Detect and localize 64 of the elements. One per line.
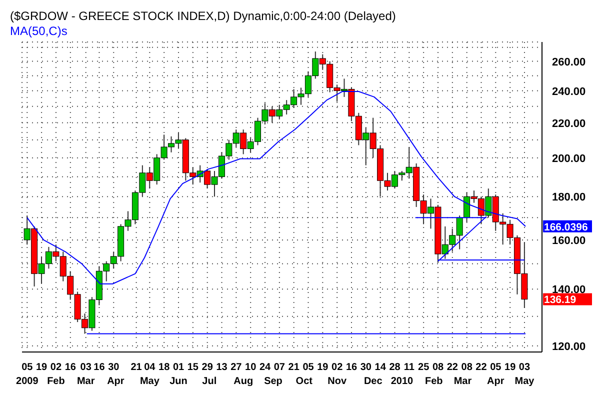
- x2-tick-label: Feb: [424, 376, 443, 387]
- x-tick-label: 25: [418, 362, 430, 373]
- text: MA(50,C)s: [10, 24, 68, 38]
- x2-tick-label: Dec: [364, 376, 383, 387]
- x2-tick-label: Mar: [454, 376, 472, 387]
- x2-tick-label: 2009: [16, 376, 39, 387]
- x-tick-label: 30: [360, 362, 372, 373]
- y-tick-label: 120.00: [552, 340, 586, 353]
- x-tick-label: 16: [346, 362, 358, 373]
- x-tick-label: 21: [130, 362, 142, 373]
- y-tick-label: 220.00: [552, 118, 586, 130]
- x-tick-label: 18: [158, 362, 170, 373]
- x-tick-label: 27: [230, 362, 242, 373]
- x-tick-label: 08: [461, 362, 473, 373]
- x-tick-label: 22: [446, 362, 458, 373]
- x-tick-label: 04: [144, 362, 156, 373]
- y-tick-label: 240.00: [552, 86, 586, 98]
- y-tick-label: 180.00: [552, 192, 586, 204]
- x2-tick-label: Nov: [328, 376, 347, 387]
- chart-title: ($GRDOW - GREECE STOCK INDEX,D) Dynamic,0:00-24:00 (Delayed): [10, 9, 396, 23]
- x2-tick-label: Jun: [170, 376, 188, 387]
- x-tick-label: 30: [108, 362, 120, 373]
- x-tick-label: 07: [274, 362, 286, 373]
- x2-tick-label: Mar: [76, 376, 95, 387]
- x-tick-label: 01: [172, 362, 185, 373]
- x-tick-label: 05: [490, 362, 502, 373]
- x-tick-label: 05: [302, 362, 314, 373]
- x-tick-label: 16: [64, 362, 76, 373]
- x-tick-label: 14: [374, 362, 386, 373]
- x2-tick-label: Oct: [296, 376, 314, 387]
- x-tick-label: 24: [259, 362, 272, 373]
- x-tick-label: 16: [94, 362, 106, 373]
- x2-tick-label: May: [140, 376, 160, 387]
- x-tick-label: 29: [202, 362, 214, 373]
- x-tick-label: 19: [317, 362, 329, 373]
- x2-tick-label: Jul: [202, 376, 217, 387]
- x-tick-label: 21: [288, 362, 300, 373]
- x-tick-label: 05: [22, 362, 34, 373]
- y-tick-label: 160.00: [552, 234, 586, 247]
- x2-tick-label: May: [514, 376, 535, 387]
- x-tick-label: 15: [187, 362, 199, 373]
- y-tick-label: 260.00: [552, 56, 586, 68]
- x2-tick-label: Apr: [487, 376, 504, 387]
- x-tick-label: 03: [518, 362, 530, 373]
- x-tick-label: 28: [389, 362, 401, 373]
- x-tick-label: 19: [504, 362, 516, 373]
- y-tick-label: 140.00: [552, 284, 586, 296]
- x-tick-label: 08: [432, 362, 444, 373]
- x-tick-label: 02: [332, 362, 344, 373]
- x2-tick-label: Feb: [47, 376, 65, 387]
- x-tick-label: 13: [216, 362, 228, 373]
- annotation: 136.19: [544, 294, 576, 306]
- x-tick-label: 02: [50, 362, 62, 373]
- annotation: 166.0396: [544, 221, 588, 234]
- y-tick-label: 200.00: [552, 152, 586, 165]
- x2-tick-label: Sep: [264, 376, 282, 387]
- x-tick-label: 22: [476, 362, 488, 373]
- x-tick-label: 19: [36, 362, 48, 373]
- x-tick-label: 11: [404, 362, 415, 373]
- x2-tick-label: 2010: [390, 376, 414, 387]
- x-tick-label: 03: [80, 362, 92, 373]
- x2-tick-label: Aug: [234, 376, 254, 387]
- x2-tick-label: Apr: [107, 376, 124, 387]
- x-tick-label: 10: [245, 362, 257, 373]
